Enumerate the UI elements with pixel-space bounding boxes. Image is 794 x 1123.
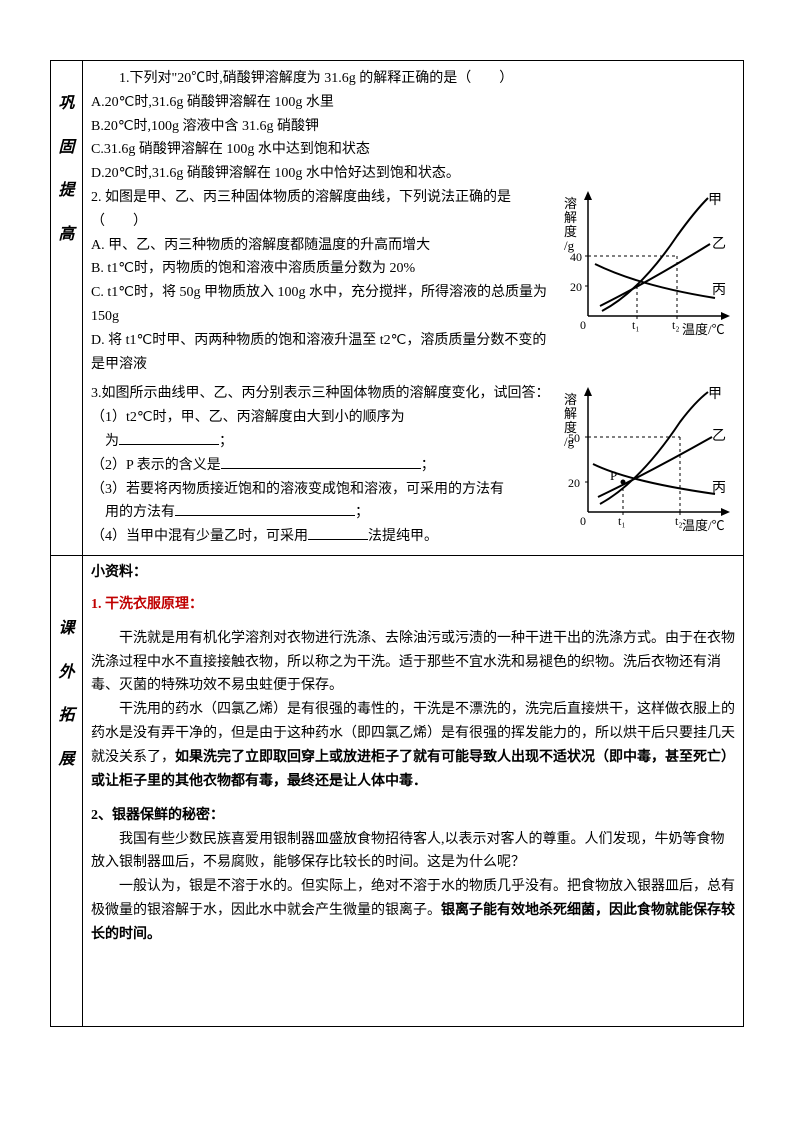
section-content-extension: 小资料： 1. 干洗衣服原理： 干洗就是用有机化学溶剂对衣物进行洗涤、去除油污或… bbox=[83, 556, 743, 1026]
q1-option-c: C.31.6g 硝酸钾溶解在 100g 水中达到饱和状态 bbox=[91, 138, 735, 162]
resource-title: 小资料： bbox=[91, 562, 735, 584]
svg-text:温度/℃: 温度/℃ bbox=[682, 322, 725, 337]
q1-option-a: A.20℃时,31.6g 硝酸钾溶解在 100g 水里 bbox=[91, 91, 735, 115]
topic1-title: 1. 干洗衣服原理： bbox=[91, 594, 735, 616]
label-char: 固 bbox=[58, 135, 74, 161]
q2-option-a: A. 甲、乙、丙三种物质的溶解度都随温度的升高而增大 bbox=[91, 234, 555, 258]
svg-text:解: 解 bbox=[564, 406, 577, 421]
svg-text:40: 40 bbox=[570, 250, 582, 264]
svg-text:温度/℃: 温度/℃ bbox=[682, 518, 725, 533]
svg-text:t₂: t₂ bbox=[672, 318, 680, 332]
q3-sub4: （4）当甲中混有少量乙时，可采用法提纯甲。 bbox=[91, 525, 555, 549]
section-content: 1.下列对"20℃时,硝酸钾溶解度为 31.6g 的解释正确的是（ ） A.20… bbox=[83, 61, 743, 555]
svg-text:t₂: t₂ bbox=[675, 514, 683, 528]
svg-text:20: 20 bbox=[568, 476, 580, 490]
svg-text:50: 50 bbox=[568, 431, 580, 445]
label-char: 展 bbox=[58, 747, 74, 773]
q2-stem: 2. 如图是甲、乙、丙三种固体物质的溶解度曲线，下列说法正确的是（ ） bbox=[91, 186, 555, 234]
q2-option-b: B. t1℃时，丙物质的饱和溶液中溶质质量分数为 20% bbox=[91, 257, 555, 281]
svg-text:0: 0 bbox=[580, 318, 586, 332]
topic1-p1: 干洗就是用有机化学溶剂对衣物进行洗涤、去除油污或污渍的一种干进干出的洗涤方式。由… bbox=[91, 627, 735, 698]
svg-text:丙: 丙 bbox=[712, 481, 726, 496]
topic2-p2: 一般认为，银是不溶于水的。但实际上，绝对不溶于水的物质几乎没有。把食物放入银器皿… bbox=[91, 875, 735, 946]
q3-stem: 3.如图所示曲线甲、乙、丙分别表示三种固体物质的溶解度变化，试回答： bbox=[91, 382, 555, 406]
q2-option-c: C. t1℃时，将 50g 甲物质放入 100g 水中，充分搅拌，所得溶液的总质… bbox=[91, 281, 555, 329]
svg-text:乙: 乙 bbox=[712, 428, 726, 444]
label-char: 课 bbox=[58, 616, 74, 642]
solubility-chart-2: 溶 解 度 /g 温度/℃ 0 50 20 t₁ t₂ bbox=[560, 382, 735, 537]
label-char: 巩 bbox=[58, 91, 74, 117]
topic2-title: 2、银器保鲜的秘密： bbox=[91, 805, 735, 827]
section-consolidation: 巩 固 提 高 1.下列对"20℃时,硝酸钾溶解度为 31.6g 的解释正确的是… bbox=[51, 61, 743, 556]
q3-sub2: （2）P 表示的含义是； bbox=[91, 454, 555, 478]
q1-option-d: D.20℃时,31.6g 硝酸钾溶解在 100g 水中恰好达到饱和状态。 bbox=[91, 162, 735, 186]
svg-text:t₁: t₁ bbox=[618, 514, 626, 528]
topic2-p1: 我国有些少数民族喜爱用银制器皿盛放食物招待客人,以表示对客人的尊重。人们发现，牛… bbox=[91, 828, 735, 876]
label-char: 高 bbox=[58, 222, 74, 248]
q1-option-b: B.20℃时,100g 溶液中含 31.6g 硝酸钾 bbox=[91, 115, 735, 139]
svg-text:甲: 甲 bbox=[708, 387, 722, 402]
label-char: 提 bbox=[58, 178, 74, 204]
svg-text:t₁: t₁ bbox=[632, 318, 640, 332]
section-label-extension: 课 外 拓 展 bbox=[51, 556, 83, 1026]
q1-stem: 1.下列对"20℃时,硝酸钾溶解度为 31.6g 的解释正确的是（ ） bbox=[91, 67, 735, 91]
q3-sub3: （3）若要将丙物质接近饱和的溶液变成饱和溶液，可采用的方法有 用的方法有； bbox=[91, 478, 555, 526]
svg-text:甲: 甲 bbox=[708, 193, 722, 208]
svg-text:度: 度 bbox=[564, 224, 577, 239]
svg-text:解: 解 bbox=[564, 210, 577, 225]
label-char: 外 bbox=[58, 660, 74, 686]
svg-text:溶: 溶 bbox=[564, 392, 577, 407]
q3-sub1: （1）t2℃时，甲、乙、丙溶解度由大到小的顺序为 为； bbox=[91, 406, 555, 454]
svg-text:0: 0 bbox=[580, 514, 586, 528]
section-extension: 课 外 拓 展 小资料： 1. 干洗衣服原理： 干洗就是用有机化学溶剂对衣物进行… bbox=[51, 556, 743, 1026]
topic1-p2: 干洗用的药水（四氯乙烯）是有很强的毒性的，干洗是不漂洗的，洗完后直接烘干，这样做… bbox=[91, 698, 735, 793]
svg-text:溶: 溶 bbox=[564, 196, 577, 211]
svg-text:20: 20 bbox=[570, 280, 582, 294]
label-char: 拓 bbox=[58, 703, 74, 729]
svg-text:P: P bbox=[610, 468, 617, 483]
section-label-consolidation: 巩 固 提 高 bbox=[51, 61, 83, 555]
q2-option-d: D. 将 t1℃时甲、丙两种物质的饱和溶液升温至 t2℃，溶质质量分数不变的是甲… bbox=[91, 329, 555, 377]
svg-text:乙: 乙 bbox=[712, 236, 726, 252]
svg-text:丙: 丙 bbox=[712, 283, 726, 298]
solubility-chart-1: 溶 解 度 /g 温度/℃ 0 40 20 t₁ t₂ bbox=[560, 186, 735, 341]
